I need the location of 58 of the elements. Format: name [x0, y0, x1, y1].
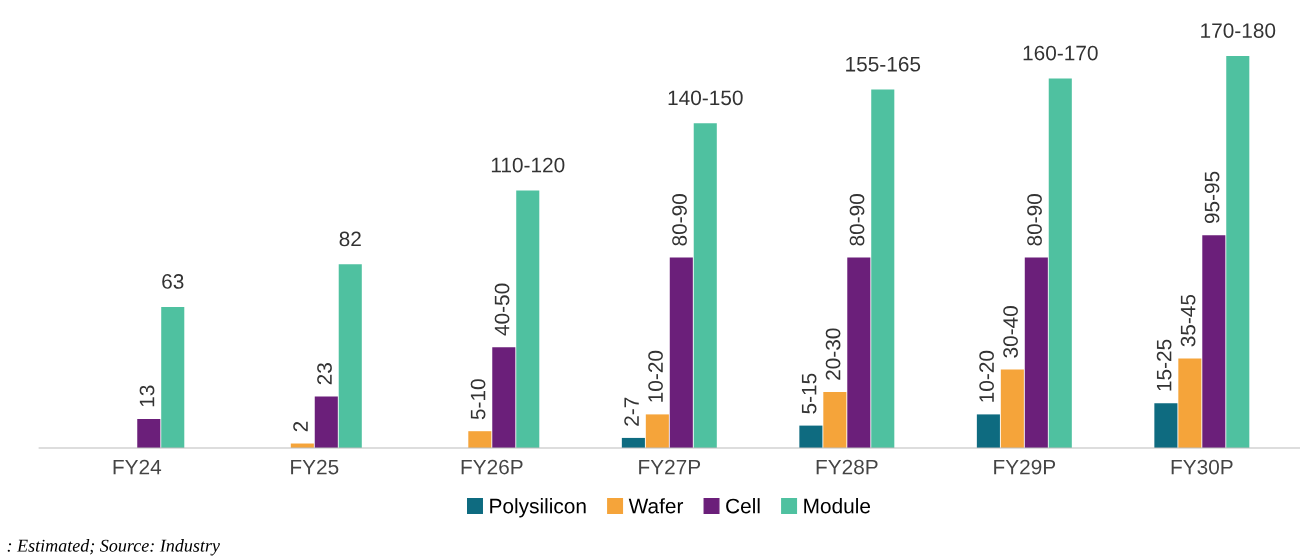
data-label: 2 [293, 421, 308, 432]
x-tick-label: FY30P [1171, 459, 1233, 475]
bar [976, 414, 1000, 448]
data-label: 20-30 [825, 328, 841, 380]
bar [847, 257, 871, 448]
data-label: 10-20 [648, 350, 663, 402]
bar [823, 392, 847, 448]
data-label: 5-10 [470, 379, 486, 420]
data-label: 160-170 [1023, 45, 1098, 61]
legend-label: Module [804, 498, 871, 514]
data-label: 95-95 [1204, 171, 1220, 224]
text: : Estimated; Source: Industry [7, 539, 220, 556]
data-label: 82 [339, 231, 361, 247]
data-label: 15-25 [1156, 339, 1172, 391]
legend-label: Polysilicon [490, 498, 586, 518]
data-label: 63 [162, 274, 184, 289]
bar [161, 306, 185, 448]
x-tick-label: FY27P [639, 459, 701, 475]
x-tick-label: FY29P [994, 459, 1056, 475]
data-label: 23 [317, 363, 332, 385]
bar [137, 418, 161, 448]
bar [1154, 403, 1178, 448]
bar [645, 414, 669, 448]
bar [1024, 257, 1048, 448]
x-tick-label: FY26P [461, 459, 523, 475]
bar [693, 123, 717, 448]
data-label: 40-50 [494, 283, 510, 336]
data-label: 13 [139, 385, 155, 407]
data-label: 30-40 [1003, 306, 1018, 358]
bar [1000, 369, 1024, 448]
bar [516, 190, 540, 448]
bar [1226, 56, 1250, 448]
data-label: 10-20 [979, 350, 994, 402]
data-label: 170-180 [1201, 23, 1276, 38]
legend-label: Cell [726, 498, 760, 514]
x-tick-label: FY24 [113, 459, 162, 475]
data-label: 2-7 [624, 397, 639, 426]
bar [1178, 358, 1202, 448]
data-label: 35-45 [1180, 294, 1196, 347]
data-label: 80-90 [672, 194, 687, 246]
legend-label: Wafer [628, 498, 684, 514]
data-label: 5-15 [801, 373, 817, 414]
bar [468, 431, 492, 448]
x-tick-label: FY25 [291, 459, 339, 475]
data-label: 140-150 [668, 90, 743, 106]
data-label: 155-165 [846, 56, 921, 72]
x-tick-label: FY28P [816, 459, 878, 475]
bar [871, 89, 895, 448]
bar [338, 264, 362, 448]
data-label: 110-120 [491, 157, 565, 173]
bar [1048, 78, 1072, 448]
bar [314, 396, 338, 448]
data-label: 80-90 [1027, 194, 1042, 246]
bar [1202, 235, 1226, 448]
bar [799, 425, 823, 448]
bar [492, 347, 516, 448]
data-label: 80-90 [849, 194, 865, 246]
bar [669, 257, 693, 448]
